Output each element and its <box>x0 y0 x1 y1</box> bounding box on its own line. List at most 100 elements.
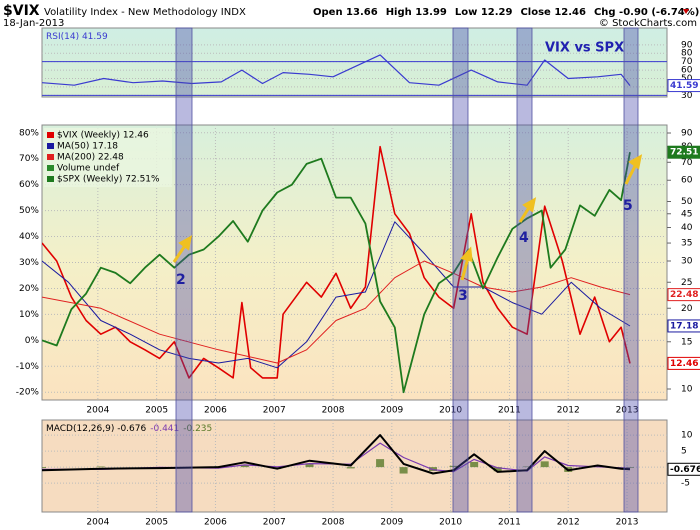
histogram-bar <box>346 467 355 469</box>
highlight-bands <box>175 27 639 513</box>
y-tick-label: 20% <box>19 284 39 294</box>
y2-tick-label: 30 <box>681 257 693 267</box>
y2-tick-label: 45 <box>681 209 692 219</box>
x-tick-label: 2013 <box>616 518 639 528</box>
x-tick-label: 2006 <box>204 518 227 528</box>
x-tick-label: 2007 <box>263 406 286 416</box>
y2-tick-label: 50 <box>681 197 693 207</box>
x-tick-label: 2009 <box>380 518 403 528</box>
y2-tick-label: 10 <box>681 385 693 395</box>
value-tag-label: 17.18 <box>670 321 698 331</box>
series-line <box>42 260 631 364</box>
x-tick-label: 2011 <box>498 518 521 528</box>
x-tick-label: 2013 <box>616 406 639 416</box>
histogram-bar <box>399 467 408 474</box>
y-tick-label: 50 <box>681 74 693 84</box>
quote: Open 13.66 High 13.99 Low 12.29 Close 12.46… <box>313 7 699 18</box>
band <box>623 27 639 513</box>
value-tag <box>667 462 700 476</box>
histogram-bar <box>305 464 314 468</box>
legend-swatch <box>47 176 54 182</box>
histogram-bar <box>625 467 634 468</box>
band <box>452 27 469 513</box>
legend-label: $SPX (Weekly) 72.51% <box>57 175 160 185</box>
y2-tick-label: 15 <box>681 337 692 347</box>
x-tick-label: 2010 <box>439 518 462 528</box>
legend-label: -0.235 <box>183 424 212 434</box>
y-tick-label: -20% <box>16 388 40 398</box>
value-tag <box>667 79 700 93</box>
y-tick-label: 10 <box>681 431 693 441</box>
annotation: 5 <box>623 198 633 214</box>
y-tick-label: -10% <box>16 362 40 372</box>
legend-box <box>44 128 172 187</box>
y2-tick-label: 20 <box>681 304 693 314</box>
y-tick-label: -5 <box>681 479 690 489</box>
legend-swatch <box>47 165 54 171</box>
series-line <box>42 434 631 475</box>
histogram-bar <box>240 464 249 468</box>
x-tick-label: 2010 <box>439 406 462 416</box>
band <box>175 27 193 513</box>
histogram-bar <box>540 461 549 468</box>
annotation: 3 <box>458 288 468 304</box>
value-tag-label: 41.59 <box>670 81 698 91</box>
y-tick-label: 30% <box>19 258 39 268</box>
series-line <box>42 442 631 473</box>
x-tick-label: 2008 <box>322 518 345 528</box>
arrow <box>460 257 470 281</box>
y-tick-label: 50% <box>19 206 39 216</box>
histogram-bar <box>493 467 502 472</box>
x-tick-label: 2012 <box>557 406 580 416</box>
quote-item: Open 13.66 <box>313 7 378 18</box>
legend: MACD(12,26,9) -0.676 -0.441 -0.235 <box>46 424 212 434</box>
quote-item: High 13.99 <box>386 7 447 18</box>
x-tick-label: 2011 <box>498 406 521 416</box>
quote-item: Low 12.29 <box>455 7 513 18</box>
value-tag <box>667 145 700 159</box>
arrow <box>624 163 638 185</box>
histogram-bar <box>376 459 385 468</box>
y2-tick-label: 70 <box>681 158 693 168</box>
value-tag <box>667 356 700 370</box>
legend-label: RSI(14) 41.59 <box>46 32 108 42</box>
y-tick-label: 60% <box>19 180 39 190</box>
legend-label: MA(200) 22.48 <box>57 153 124 163</box>
date: 18-Jan-2013 <box>3 18 64 29</box>
quote-item: Chg -0.90 (-6.74%) <box>594 7 699 18</box>
series-line <box>42 145 631 379</box>
down-triangle <box>683 9 689 14</box>
value-tag <box>667 319 700 333</box>
x-tick-label: 2004 <box>86 406 109 416</box>
y-tick-label: 90 <box>681 40 693 50</box>
histogram-bar <box>470 461 479 468</box>
legend-swatch <box>47 143 54 149</box>
arrow-head <box>628 154 643 170</box>
value-tag-label: 22.48 <box>670 290 698 300</box>
series-line <box>42 152 631 394</box>
x-tick-label: 2004 <box>86 518 109 528</box>
legend-swatch <box>47 132 54 138</box>
legend-swatch <box>47 154 54 160</box>
y-tick-label: 70% <box>19 154 39 164</box>
y2-tick-label: 25 <box>681 278 692 288</box>
credit: © StockCharts.com <box>599 18 697 29</box>
x-tick-label: 2007 <box>263 518 286 528</box>
value-tag <box>667 288 700 302</box>
legend-label: Volume undef <box>57 164 120 174</box>
arrows <box>172 154 643 281</box>
security-name: Volatility Index - New Methodology INDX <box>44 7 246 18</box>
y2-tick-label: 35 <box>681 239 692 249</box>
value-tag-label: 12.46 <box>670 359 698 369</box>
x-tick-label: 2009 <box>380 406 403 416</box>
x-tick-label: 2008 <box>322 406 345 416</box>
symbol: $VIX <box>3 3 40 19</box>
y2-tick-label: 90 <box>681 129 693 139</box>
y2-tick-label: 60 <box>681 176 693 186</box>
legend-label: $VIX (Weekly) 12.46 <box>57 131 149 141</box>
histogram-bar <box>428 467 437 471</box>
y-tick-label: 80% <box>19 128 39 138</box>
arrow-head <box>178 235 193 251</box>
